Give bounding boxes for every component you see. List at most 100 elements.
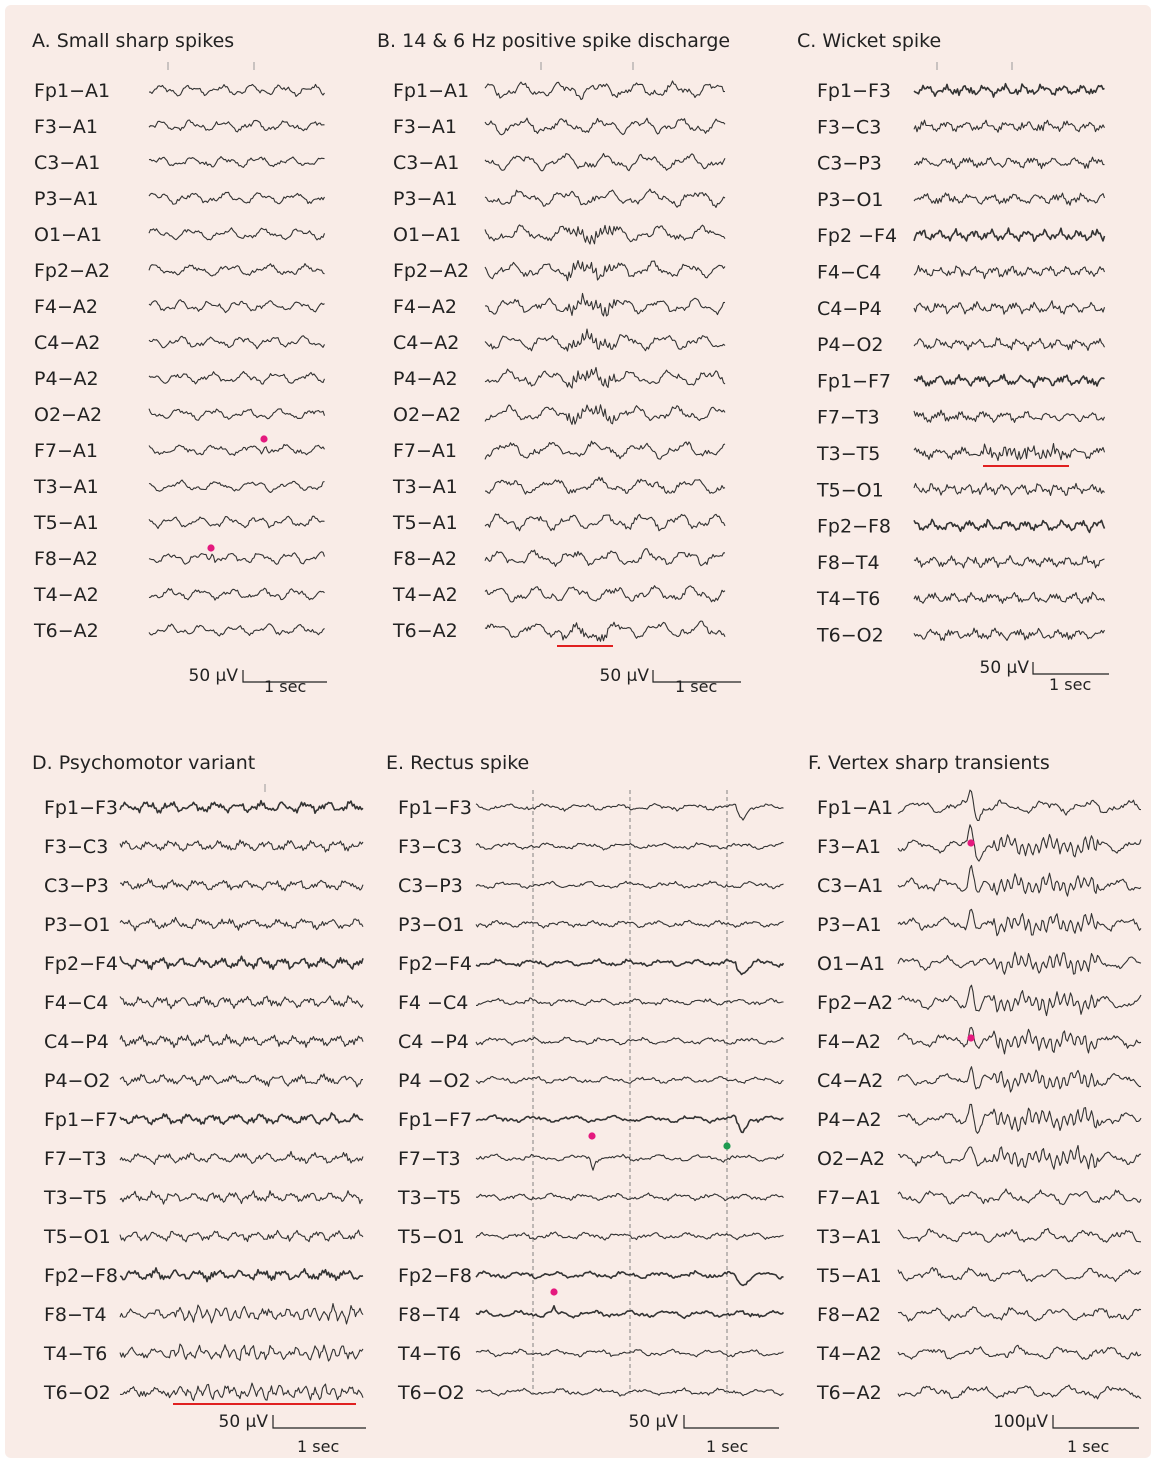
panel-d: D. Psychomotor variant Fp1−F3 F3−C3 C3−P3 P… bbox=[32, 752, 372, 1457]
channel-label: P4−A2 bbox=[817, 1109, 882, 1131]
scale-bar bbox=[1052, 1415, 1139, 1429]
eeg-trace bbox=[897, 1384, 1142, 1400]
eeg-trace bbox=[913, 192, 1106, 206]
eeg-trace bbox=[484, 476, 726, 495]
eeg-trace bbox=[119, 1190, 364, 1205]
eeg-trace bbox=[119, 1229, 364, 1243]
channel-label: F4−C4 bbox=[817, 262, 881, 284]
eeg-trace bbox=[484, 117, 726, 136]
eeg-trace bbox=[897, 984, 1142, 1017]
eeg-trace bbox=[913, 119, 1105, 133]
channel-label: O2−A2 bbox=[34, 404, 102, 426]
scale-amplitude-label: 50 µV bbox=[189, 666, 239, 686]
eeg-trace bbox=[119, 995, 364, 1010]
eeg-trace bbox=[913, 409, 1106, 423]
eeg-trace bbox=[897, 1144, 1142, 1170]
scale-time-label: 1 sec bbox=[675, 677, 717, 696]
eeg-trace bbox=[119, 916, 364, 932]
eeg-trace bbox=[484, 513, 726, 532]
channel-label: C3−A1 bbox=[34, 152, 100, 174]
channel-label: T5−O1 bbox=[397, 1226, 465, 1248]
eeg-trace bbox=[913, 627, 1105, 642]
channel-label: Fp1−F3 bbox=[398, 797, 472, 819]
scale-time-label: 1 sec bbox=[1067, 1437, 1109, 1456]
channel-label: F3−A1 bbox=[393, 116, 457, 138]
channel-label: F3−C3 bbox=[44, 836, 108, 858]
channel-label: P3−O1 bbox=[398, 914, 465, 936]
channel-label: T6−O2 bbox=[43, 1382, 111, 1404]
eeg-trace bbox=[119, 1382, 364, 1402]
eeg-trace bbox=[897, 789, 1142, 822]
panel-d-traces: Fp1−F3 F3−C3 C3−P3 P3−O1 Fp2−F4 F4−C4 C4−P4 P4−… bbox=[43, 784, 366, 1456]
channel-label: P4−O2 bbox=[44, 1070, 111, 1092]
panel-f: F. Vertex sharp transients Fp1−A1 F3−A1 C3… bbox=[808, 752, 1143, 1457]
channel-label: T4−T6 bbox=[43, 1343, 107, 1365]
scale-amplitude-label: 100µV bbox=[993, 1412, 1048, 1432]
eeg-trace bbox=[148, 191, 325, 205]
channel-label: C4−A2 bbox=[34, 332, 100, 354]
eeg-trace bbox=[119, 1033, 364, 1049]
eeg-trace bbox=[148, 443, 325, 456]
eeg-trace bbox=[475, 1270, 784, 1287]
channel-label: P3−A1 bbox=[817, 914, 882, 936]
channel-label: Fp2−F8 bbox=[398, 1265, 472, 1287]
eeg-trace bbox=[913, 555, 1105, 569]
eeg-trace bbox=[119, 1073, 363, 1088]
channel-label: C4−P4 bbox=[44, 1031, 109, 1053]
channel-label: F8−T4 bbox=[817, 552, 880, 574]
channel-label: Fp1−A1 bbox=[34, 80, 110, 102]
channel-label: Fp2 −F4 bbox=[817, 225, 897, 247]
eeg-trace bbox=[913, 300, 1106, 315]
channel-label: T3−T5 bbox=[43, 1187, 107, 1209]
channel-label: F4 −C4 bbox=[398, 992, 468, 1014]
channel-label: T5−O1 bbox=[816, 479, 884, 501]
eeg-trace bbox=[484, 440, 726, 460]
eeg-trace bbox=[897, 1306, 1142, 1322]
panel-f-traces: Fp1−A1 F3−A1 C3−A1 P3−A1 O1−A1 Fp2−A2 F4−A2 C4−… bbox=[816, 789, 1142, 1456]
eeg-trace bbox=[897, 1227, 1142, 1243]
eeg-trace bbox=[475, 1075, 784, 1085]
scale-amplitude-label: 50 µV bbox=[600, 666, 650, 686]
channel-label: T3−A1 bbox=[816, 1226, 882, 1248]
channel-label: P4−A2 bbox=[393, 368, 458, 390]
eeg-trace bbox=[484, 224, 726, 245]
event-marker bbox=[207, 544, 215, 552]
scale-bar bbox=[242, 670, 327, 683]
eeg-trace bbox=[484, 620, 726, 642]
eeg-trace bbox=[913, 156, 1105, 170]
channel-label: Fp2−A2 bbox=[393, 260, 469, 282]
eeg-trace bbox=[475, 803, 784, 821]
eeg-trace bbox=[484, 328, 726, 352]
eeg-trace bbox=[897, 1266, 1142, 1283]
panel-a: A. Small sharp spikes Fp1−A1 F3−A1 C3−A1 P3… bbox=[32, 30, 352, 696]
channel-label: T5−A1 bbox=[816, 1265, 882, 1287]
panel-e-traces: Fp1−F3 F3−C3 C3−P3 P3−O1 Fp2−F4 F4 −C4 C4 −P4 P… bbox=[397, 790, 785, 1456]
scale-bar bbox=[272, 1415, 366, 1429]
scale-time-label: 1 sec bbox=[1049, 675, 1091, 694]
eeg-trace bbox=[484, 188, 726, 208]
eeg-trace bbox=[897, 951, 1142, 975]
scale-time-label: 1 sec bbox=[297, 1437, 339, 1456]
channel-label: P3−A1 bbox=[34, 188, 99, 210]
channel-label: T3−T5 bbox=[816, 443, 880, 465]
eeg-trace bbox=[475, 958, 785, 976]
eeg-trace bbox=[148, 408, 326, 421]
panel-e: E. Rectus spike Fp1−F3 F3−C3 C3−P3 P3−O1 Fp2… bbox=[386, 752, 786, 1457]
channel-label: F4−A2 bbox=[817, 1031, 881, 1053]
eeg-trace bbox=[897, 1103, 1142, 1134]
channel-label: C4−P4 bbox=[817, 298, 882, 320]
eeg-trace bbox=[119, 1303, 364, 1325]
channel-label: Fp1−A1 bbox=[393, 80, 469, 102]
eeg-trace bbox=[913, 591, 1105, 604]
channel-label: O1−A1 bbox=[393, 224, 461, 246]
panel-title: D. Psychomotor variant bbox=[32, 752, 256, 774]
channel-label: P3−O1 bbox=[44, 914, 111, 936]
channel-label: F8−T4 bbox=[398, 1304, 461, 1326]
channel-label: C3−P3 bbox=[817, 153, 882, 175]
eeg-trace bbox=[119, 955, 364, 971]
eeg-trace bbox=[897, 1066, 1142, 1093]
eeg-trace bbox=[475, 1305, 785, 1320]
channel-label: F8−A2 bbox=[393, 548, 457, 570]
eeg-trace bbox=[148, 299, 325, 314]
channel-label: F7−A1 bbox=[34, 440, 98, 462]
